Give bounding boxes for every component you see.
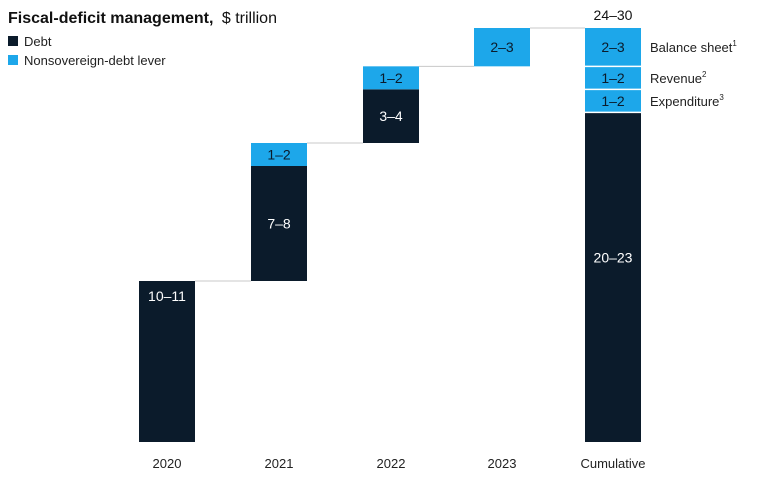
x-tick-label-0: 2020 — [153, 456, 182, 471]
data-label-8: 1–2 — [601, 70, 625, 86]
bar-cumulative-lever-9 — [585, 28, 641, 67]
bar-cumulative-lever-7 — [585, 89, 641, 113]
svg-text:Fiscal-deficit management,: Fiscal-deficit management, $ trillion — [8, 10, 277, 27]
x-tick-label-2: 2022 — [377, 456, 406, 471]
bar-2020-debt-0 — [139, 281, 195, 442]
side-label-9: Balance sheet1 — [650, 39, 737, 55]
x-tick-label-1: 2021 — [265, 456, 294, 471]
data-label-4: 1–2 — [379, 70, 403, 86]
bar-2021-lever-2 — [251, 143, 307, 166]
data-label-5: 2–3 — [490, 39, 514, 55]
bar-2023-lever-5 — [474, 28, 530, 67]
annotations: Expenditure3 Revenue2 Balance sheet1 24–30 — [594, 7, 738, 109]
bar-2021-debt-1 — [251, 166, 307, 281]
bar-2022-lever-4 — [363, 66, 419, 90]
data-label-1: 7–8 — [267, 216, 291, 232]
side-label-8: Revenue2 — [650, 70, 707, 86]
data-label-7: 1–2 — [601, 93, 625, 109]
chart-title-main: Fiscal-deficit management, — [8, 10, 213, 27]
side-label-7: Expenditure3 — [650, 93, 724, 109]
bar-cumulative-lever-8 — [585, 66, 641, 90]
legend-swatch-0 — [8, 36, 18, 46]
bars: 10–11 7–8 1–2 3–4 1–2 2–3 20–23 1–2 1–2 2–3 — [139, 28, 641, 442]
data-label-6: 20–23 — [594, 249, 633, 265]
x-tick-label-3: 2023 — [488, 456, 517, 471]
x-axis: 2020 2021 2022 2023 Cumulative — [153, 456, 646, 471]
total-label: 24–30 — [594, 7, 633, 23]
data-label-2: 1–2 — [267, 147, 291, 163]
chart-title: Fiscal-deficit management, $ trillion — [8, 10, 277, 27]
connector-lines — [195, 27, 585, 282]
legend-label-1: Nonsovereign-debt lever — [24, 53, 166, 68]
x-tick-label-4: Cumulative — [580, 456, 645, 471]
legend-swatch-1 — [8, 55, 18, 65]
data-label-3: 3–4 — [379, 108, 403, 124]
chart-title-unit: $ trillion — [222, 10, 277, 27]
data-label-0: 10–11 — [148, 288, 186, 304]
legend-label-0: Debt — [24, 34, 52, 49]
legend: Debt Nonsovereign-debt lever — [8, 34, 166, 68]
bar-cumulative-debt-6 — [585, 112, 641, 442]
data-label-9: 2–3 — [601, 39, 625, 55]
bar-2022-debt-3 — [363, 89, 419, 143]
